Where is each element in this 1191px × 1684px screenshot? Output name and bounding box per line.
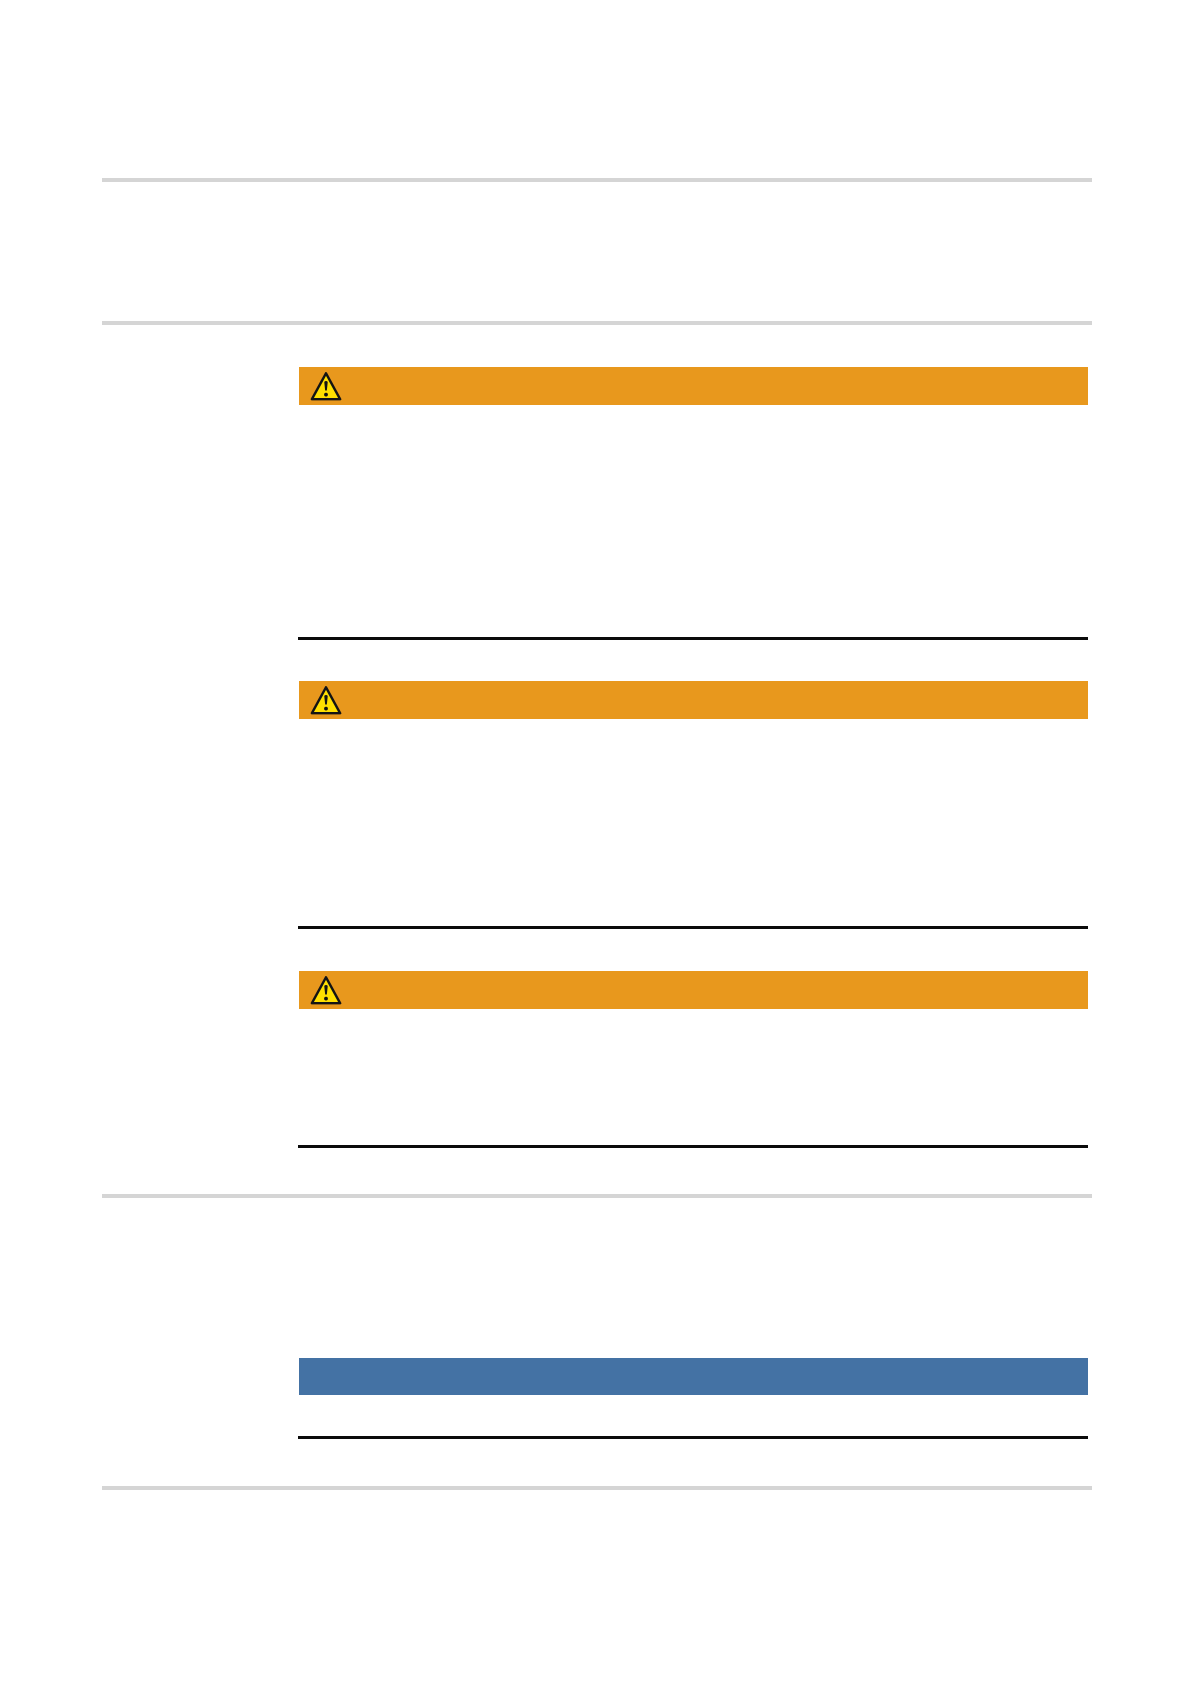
warning-header-bar bbox=[299, 971, 1088, 1009]
warning-triangle-icon bbox=[310, 975, 342, 1004]
page-footer-rule bbox=[102, 1486, 1092, 1490]
warning-box-bottom-rule bbox=[298, 1145, 1088, 1148]
header-divider-rule bbox=[102, 321, 1092, 325]
warning-triangle-icon bbox=[310, 685, 342, 714]
table-header-bar bbox=[299, 1358, 1088, 1395]
warning-box-bottom-rule bbox=[298, 637, 1088, 640]
warning-header-bar bbox=[299, 367, 1088, 405]
table-bottom-rule bbox=[298, 1436, 1088, 1439]
page-top-rule bbox=[102, 178, 1092, 182]
warning-header-bar bbox=[299, 681, 1088, 719]
warning-triangle-icon bbox=[310, 371, 342, 400]
warning-box-bottom-rule bbox=[298, 926, 1088, 929]
section-divider-rule bbox=[102, 1194, 1092, 1198]
